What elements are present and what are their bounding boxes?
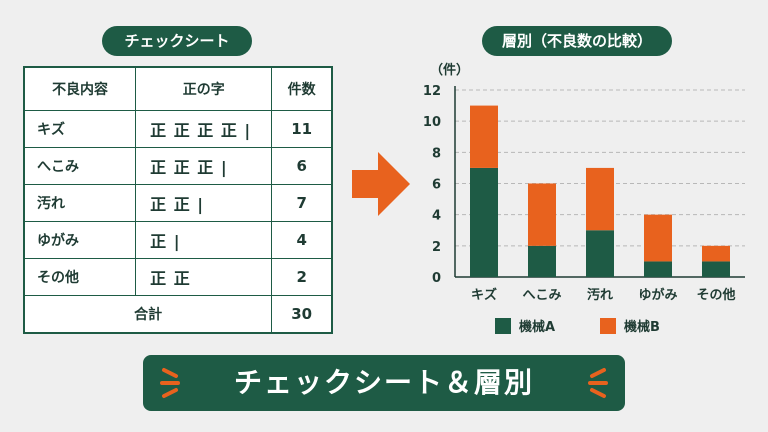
- bar: [702, 245, 730, 262]
- legend-swatch: [600, 318, 616, 334]
- row-count: 7: [271, 184, 333, 222]
- total-value: 30: [271, 295, 333, 334]
- check-sheet-title: チェックシート: [102, 26, 252, 56]
- row-tally: 正 |: [135, 221, 273, 259]
- row-item: その他: [23, 258, 137, 296]
- y-tick-label: 4: [432, 209, 441, 224]
- banner-title: チェックシート＆層別: [143, 355, 625, 411]
- x-tick-label: その他: [696, 287, 735, 303]
- table-row: へこみ 正 正 正 | 6: [23, 147, 333, 185]
- x-tick-label: ゆがみ: [638, 287, 677, 303]
- bar: [644, 214, 672, 262]
- row-count: 2: [271, 258, 333, 296]
- row-tally: 正 正 |: [135, 184, 273, 222]
- bar: [528, 245, 556, 277]
- header-tally: 正の字: [135, 66, 273, 111]
- right-arrow-icon: [352, 152, 410, 216]
- row-tally: 正 正: [135, 258, 273, 296]
- y-tick-label: 10: [423, 115, 441, 130]
- left-sparkle-icon: [160, 368, 180, 398]
- bar: [470, 167, 498, 277]
- row-item: ゆがみ: [23, 221, 137, 259]
- y-unit-label: （件）: [430, 62, 469, 78]
- x-tick-label: 汚れ: [587, 287, 613, 303]
- total-label: 合計: [23, 295, 273, 334]
- table-row: キズ 正 正 正 正 | 11: [23, 110, 333, 148]
- bar: [644, 261, 672, 277]
- table-row: その他 正 正 2: [23, 258, 333, 296]
- row-tally: 正 正 正 |: [135, 147, 273, 185]
- header-defect: 不良内容: [23, 66, 137, 111]
- total-row: 合計 30: [23, 295, 333, 334]
- legend-label: 機械B: [624, 319, 660, 335]
- y-tick-label: 2: [432, 240, 441, 255]
- row-tally: 正 正 正 正 |: [135, 110, 273, 148]
- table-row: ゆがみ 正 | 4: [23, 221, 333, 259]
- y-tick-label: 6: [432, 178, 441, 193]
- x-tick-label: キズ: [471, 287, 497, 303]
- row-count: 6: [271, 147, 333, 185]
- legend-swatch: [495, 318, 511, 334]
- right-sparkle-icon: [588, 368, 608, 398]
- bar: [470, 105, 498, 168]
- x-tick-label: へこみ: [522, 288, 561, 303]
- bar: [528, 183, 556, 246]
- row-count: 11: [271, 110, 333, 148]
- header-count: 件数: [271, 66, 333, 111]
- y-tick-label: 12: [423, 84, 441, 99]
- row-item: 汚れ: [23, 184, 137, 222]
- legend-label: 機械A: [519, 319, 555, 335]
- bar: [586, 167, 614, 231]
- table-header-row: 不良内容 正の字 件数: [23, 66, 333, 111]
- y-tick-label: 0: [432, 271, 441, 286]
- row-item: へこみ: [23, 147, 137, 185]
- row-count: 4: [271, 221, 333, 259]
- bar: [586, 230, 614, 277]
- table-row: 汚れ 正 正 | 7: [23, 184, 333, 222]
- check-sheet-table: 不良内容 正の字 件数 キズ 正 正 正 正 | 11 へこみ 正 正 正 | …: [23, 66, 333, 334]
- y-tick-label: 8: [432, 146, 441, 161]
- bar: [702, 261, 730, 277]
- stratification-title: 層別（不良数の比較）: [482, 26, 672, 56]
- row-item: キズ: [23, 110, 137, 148]
